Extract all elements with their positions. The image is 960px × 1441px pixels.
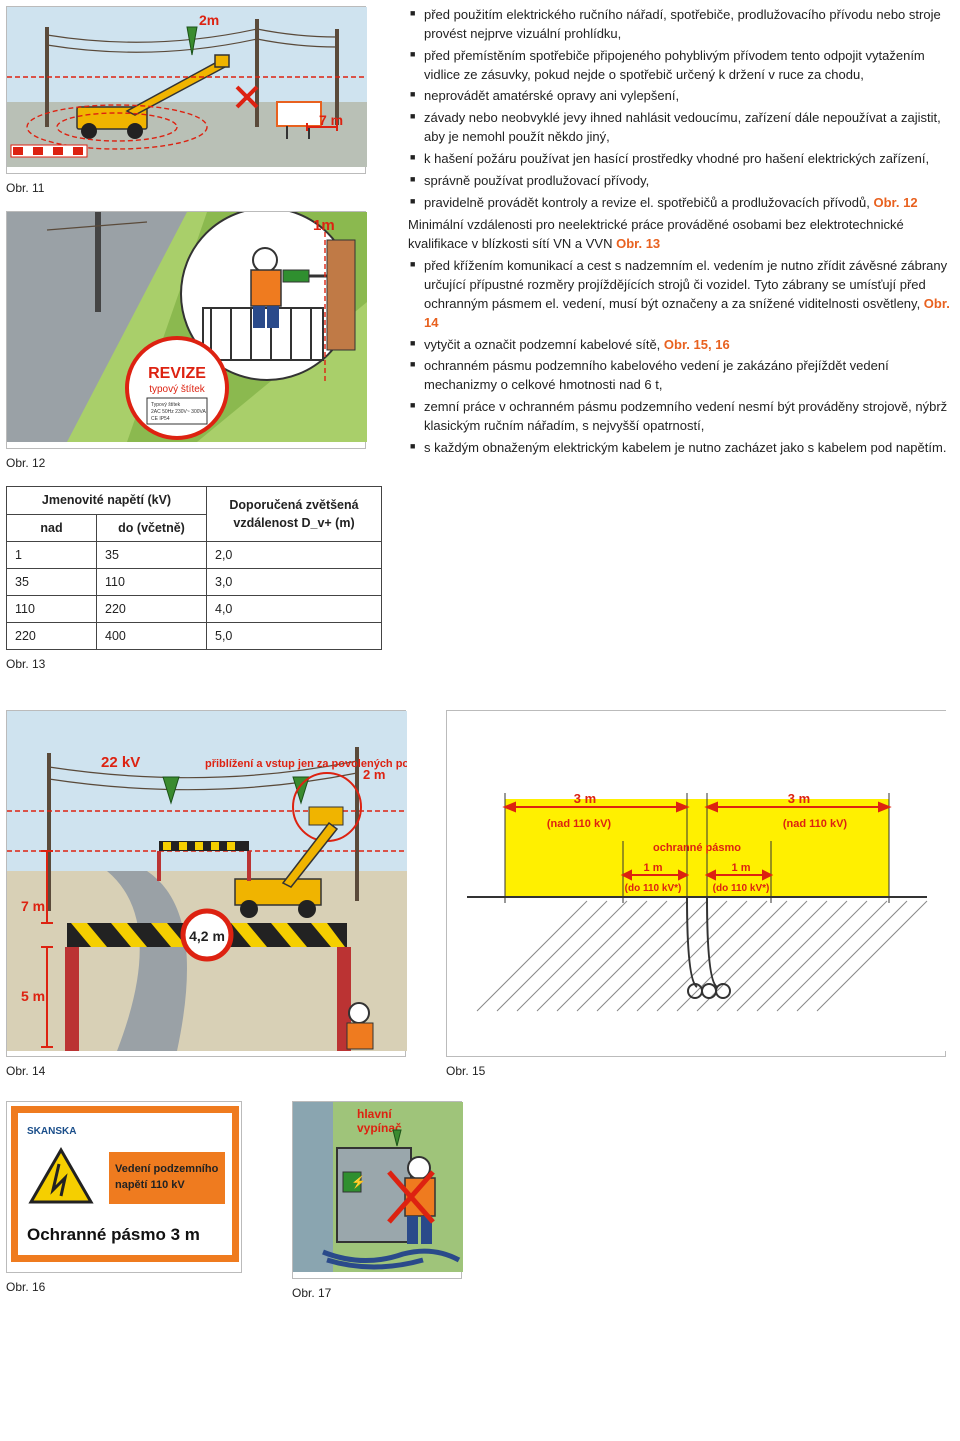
- fig16-main: Ochranné pásmo 3 m: [27, 1225, 200, 1244]
- fig11-2m: 2m: [199, 12, 219, 28]
- list-item: neprovádět amatérské opravy ani vylepšen…: [410, 87, 954, 106]
- caption-14: Obr. 14: [6, 1063, 406, 1080]
- bullet-list-bottom: před křížením komunikací a cest s nadzem…: [408, 257, 954, 457]
- fig15-3m-r: 3 m: [788, 791, 810, 806]
- figure-11-svg: 2m 7 m: [7, 7, 367, 167]
- ref-obr12: Obr. 12: [873, 195, 917, 210]
- th-group: Jmenovité napětí (kV): [7, 487, 207, 514]
- right-column: před použitím elektrického ručního nářad…: [408, 6, 954, 688]
- table-row: 1102204,0: [7, 595, 382, 622]
- fig16-brand: SKANSKA: [27, 1126, 76, 1137]
- figure-16-svg: SKANSKA Vedení podzemního napětí 110 kV …: [11, 1106, 239, 1262]
- fig14-gate: 4,2 m: [189, 928, 225, 944]
- caption-13: Obr. 13: [6, 656, 386, 673]
- figure-16-wrap: SKANSKA Vedení podzemního napětí 110 kV …: [6, 1101, 242, 1316]
- figure-17: ⚡ hlavní vypínač: [292, 1101, 462, 1279]
- fig14-22kv: 22 kV: [101, 754, 140, 771]
- bullet-list-top: před použitím elektrického ručního nářad…: [408, 6, 954, 212]
- figure-15-wrap: 3 m 3 m (nad 110 kV) (nad 110 kV) ochran…: [446, 710, 946, 1095]
- fig11-7m: 7 m: [319, 112, 343, 128]
- figures-row-16-17: SKANSKA Vedení podzemního napětí 110 kV …: [6, 1101, 954, 1316]
- fig12-revize: REVIZE: [148, 365, 206, 382]
- fig15-zone: ochranné pásmo: [653, 842, 741, 854]
- fig15-over-r: (nad 110 kV): [783, 818, 848, 830]
- th-do: do (včetně): [97, 514, 207, 541]
- fig14-7m: 7 m: [21, 898, 45, 914]
- figure-14: 22 kV 2 m přiblížení a vstup jen za povo…: [6, 710, 406, 1058]
- fig15-over-l: (nad 110 kV): [547, 818, 612, 830]
- fig15-3m-l: 3 m: [574, 791, 596, 806]
- table-row: 2204005,0: [7, 623, 382, 650]
- table-row: 351103,0: [7, 568, 382, 595]
- caption-16: Obr. 16: [6, 1279, 242, 1296]
- figure-15: 3 m 3 m (nad 110 kV) (nad 110 kV) ochran…: [446, 710, 946, 1058]
- fig14-approach: přiblížení a vstup jen za povolených pod…: [205, 758, 407, 770]
- svg-text:CE IP54: CE IP54: [151, 416, 170, 422]
- voltage-table: Jmenovité napětí (kV) Doporučená zvětšen…: [6, 486, 382, 650]
- caption-15: Obr. 15: [446, 1063, 946, 1080]
- fig15-1m-l: 1 m: [644, 862, 663, 874]
- svg-text:Typový štítek: Typový štítek: [151, 402, 181, 408]
- mid-paragraph: Minimální vzdálenosti pro neelektrické p…: [408, 216, 954, 254]
- fig17-hlavni: hlavní: [357, 1107, 392, 1121]
- list-item: ochranném pásmu podzemního kabelového ve…: [410, 357, 954, 395]
- list-item: před použitím elektrického ručního nářad…: [410, 6, 954, 44]
- fig15-upto-l: (do 110 kV*): [625, 883, 682, 894]
- caption-11: Obr. 11: [6, 180, 386, 197]
- fig12-1m: 1m: [313, 217, 335, 234]
- th-nad: nad: [7, 514, 97, 541]
- table-row: 1352,0: [7, 541, 382, 568]
- caption-12: Obr. 12: [6, 455, 386, 472]
- list-item: k hašení požáru používat jen hasící pros…: [410, 150, 954, 169]
- fig15-upto-r: (do 110 kV*): [713, 883, 770, 894]
- figures-row-14-15: 22 kV 2 m přiblížení a vstup jen za povo…: [6, 710, 954, 1095]
- left-column: 2m 7 m Obr. 11: [6, 6, 386, 688]
- list-item: pravidelně provádět kontroly a revize el…: [410, 194, 954, 213]
- list-item: zemní práce v ochranném pásmu podzemního…: [410, 398, 954, 436]
- list-item: s každým obnaženým elektrickým kabelem j…: [410, 439, 954, 458]
- top-row: 2m 7 m Obr. 11: [6, 6, 954, 688]
- list-item: před křížením komunikací a cest s nadzem…: [410, 257, 954, 332]
- figure-11: 2m 7 m: [6, 6, 366, 174]
- th-dist: Doporučená zvětšená vzdálenost D_v+ (m): [207, 487, 382, 541]
- list-item: závady nebo neobvyklé jevy ihned nahlási…: [410, 109, 954, 147]
- fig16-l1: Vedení podzemního: [115, 1163, 219, 1175]
- figure-17-wrap: ⚡ hlavní vypínač Obr. 17: [292, 1101, 462, 1316]
- fig14-5m: 5 m: [21, 988, 45, 1004]
- ref-obr1516: Obr. 15, 16: [664, 337, 730, 352]
- ref-obr13: Obr. 13: [616, 236, 660, 251]
- figure-15-svg: 3 m 3 m (nad 110 kV) (nad 110 kV) ochran…: [447, 711, 947, 1051]
- caption-17: Obr. 17: [292, 1285, 462, 1302]
- figure-17-svg: ⚡ hlavní vypínač: [293, 1102, 463, 1272]
- fig15-1m-r: 1 m: [732, 862, 751, 874]
- fig12-stitek: typový štítek: [149, 384, 206, 395]
- figure-16: SKANSKA Vedení podzemního napětí 110 kV …: [6, 1101, 242, 1273]
- fig16-l2: napětí 110 kV: [115, 1179, 185, 1191]
- figure-12: 1m REVIZE typový štítek Typový štítek 2A…: [6, 211, 366, 449]
- svg-text:⚡: ⚡: [351, 1175, 366, 1189]
- figure-14-svg: 22 kV 2 m přiblížení a vstup jen za povo…: [7, 711, 407, 1051]
- list-item: před přemístěním spotřebiče připojeného …: [410, 47, 954, 85]
- figure-12-svg: 1m REVIZE typový štítek Typový štítek 2A…: [7, 212, 367, 442]
- svg-text:2AC 50Hz 230V~ 300VA: 2AC 50Hz 230V~ 300VA: [151, 409, 206, 415]
- list-item: vytyčit a označit podzemní kabelové sítě…: [410, 336, 954, 355]
- figure-14-wrap: 22 kV 2 m přiblížení a vstup jen za povo…: [6, 710, 406, 1095]
- list-item: správně používat prodlužovací přívody,: [410, 172, 954, 191]
